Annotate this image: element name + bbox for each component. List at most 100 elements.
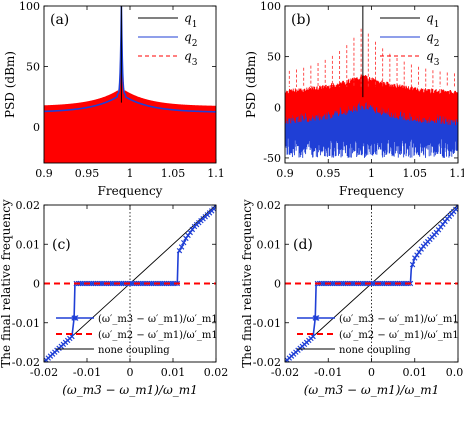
marker [150,280,157,287]
legend-subscript: 3 [434,58,440,68]
legend-label-q3: q3 [426,49,440,68]
y-tick-label: 50 [267,51,281,64]
y-tick-label: 0.02 [16,199,41,212]
x-tick-label: 1 [368,167,375,180]
marker [319,280,325,287]
marker [321,280,327,287]
q3-spectrum [285,74,458,126]
panel-c: -0.02 -0.01 0 0.01 0.02 -0.02 -0.01 0 0.01 0.02 (c… [0,199,228,397]
plot-area [285,6,458,158]
x-tick-label: -0.01 [73,366,101,379]
legend-label-q2: q2 [426,30,439,49]
marker [360,280,366,287]
marker [90,280,97,287]
y-tick-label: 0 [33,278,40,291]
marker [178,244,185,250]
axes-frame [284,5,459,164]
marker [140,280,146,287]
y-tick-label: 0 [274,278,281,291]
marker [170,280,176,287]
marker [381,280,388,287]
marker [159,280,165,287]
plot-area [44,6,216,163]
marker [110,280,116,287]
panel-label: (d) [293,237,313,253]
y-tick-label: -0.01 [12,317,40,330]
x-tick-label: -0.02 [30,366,58,379]
plot-area [44,205,216,362]
y-axis-label: The final relative frequency [0,199,13,368]
legend-label-omega2: (ω′_m2 − ω′_m1)/ω′_m1 [339,330,459,341]
x-tick-label: 0.95 [316,167,341,180]
x-tick-label: -0.02 [271,366,299,379]
marker [332,280,338,287]
marker [107,280,114,287]
x-tick-label: 1 [127,167,134,180]
marker [338,280,344,287]
plot-area [285,205,458,362]
marker [148,280,155,287]
marker [349,280,355,287]
y-tick-label: 100 [19,0,40,13]
q3-spectrum [44,6,216,163]
panel-label: (b) [291,12,311,28]
y-axis-label: The final relative frequency [240,199,254,368]
y-tick-label: 100 [260,0,281,13]
x-tick-label: 0.9 [35,167,53,180]
y-tick-label: 50 [26,60,40,73]
marker [79,280,86,287]
x-tick-label: 1.05 [403,167,428,180]
x-tick-label: 0.01 [403,366,428,379]
marker [399,280,405,287]
x-tick-label: 0.9 [276,167,294,180]
legend-subscript: 2 [434,39,440,49]
x-axis-label: (ω_m3 − ω_m1)/ω_m1 [304,383,440,397]
axes-frame [43,204,217,363]
y-axis-label: PSD (dBm) [244,51,258,118]
marker [181,239,187,246]
panel-d: -0.02 -0.01 0 0.01 0.02 -0.02 -0.01 0 0.01 0.02 (d… [240,199,464,397]
legend-subscript: 3 [192,58,198,68]
x-tick-label: 0 [127,366,134,379]
legend-label-q1: q1 [184,11,197,30]
axes-frame [43,5,217,164]
x-axis-label: (ω_m3 − ω_m1)/ω_m1 [62,383,198,397]
legend-marker [313,315,320,321]
marker [157,280,163,287]
legend-label-none: none coupling [98,345,170,356]
marker [138,280,144,287]
marker [379,280,386,287]
marker [99,280,105,287]
marker [129,280,135,287]
q3-comb [288,28,455,88]
marker [168,280,174,287]
x-tick-label: 0.01 [161,366,186,379]
legend-subscript: 1 [192,20,198,30]
y-axis-label: PSD (dBm) [3,51,17,118]
y-tick-label: 0.01 [257,238,282,251]
marker [370,280,377,287]
y-tick-label: 0 [274,101,281,114]
panel-label: (c) [52,237,71,253]
y-tick-label: -0.02 [12,356,40,369]
legend-label-omega3: (ω′_m3 − ω′_m1)/ω′_m1 [98,314,218,325]
legend-label-q2: q2 [184,30,197,49]
legend-label-omega2: (ω′_m2 − ω′_m1)/ω′_m1 [98,330,218,341]
y-tick-label: -50 [263,152,281,165]
legend-subscript: 2 [192,39,198,49]
panel-label: (a) [50,12,69,28]
legend-label-none: none coupling [339,345,411,356]
x-tick-label: 1.1 [207,167,225,180]
marker [118,280,125,287]
q2-spectrum [44,6,216,113]
x-tick-label: 0.95 [75,167,100,180]
axes-frame [284,204,459,363]
x-tick-label: 0 [368,366,375,379]
marker [329,280,336,287]
marker [88,280,95,287]
y-tick-label: -0.01 [253,317,281,330]
marker [351,280,357,287]
